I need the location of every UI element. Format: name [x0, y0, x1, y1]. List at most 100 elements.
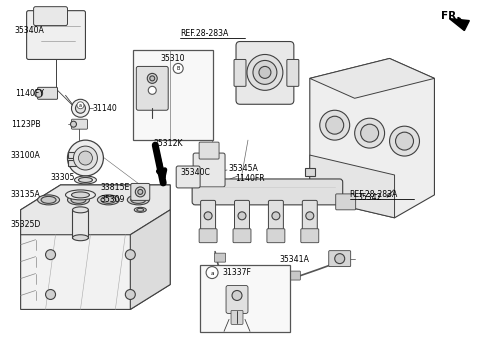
Ellipse shape — [137, 208, 144, 211]
FancyBboxPatch shape — [215, 253, 226, 262]
Bar — [72, 210, 88, 238]
FancyBboxPatch shape — [289, 271, 300, 280]
Ellipse shape — [101, 197, 116, 203]
Text: 35340A: 35340A — [15, 26, 45, 35]
FancyBboxPatch shape — [231, 310, 243, 324]
Circle shape — [72, 99, 89, 117]
Polygon shape — [130, 210, 170, 309]
Polygon shape — [449, 19, 469, 31]
Circle shape — [71, 121, 76, 127]
Circle shape — [396, 132, 413, 150]
Text: 33135A: 33135A — [11, 190, 40, 199]
Circle shape — [326, 116, 344, 134]
FancyBboxPatch shape — [336, 194, 356, 210]
FancyBboxPatch shape — [329, 251, 351, 267]
FancyBboxPatch shape — [131, 184, 150, 200]
Circle shape — [259, 66, 271, 79]
Circle shape — [35, 89, 43, 97]
Bar — [200, 265, 290, 332]
Bar — [69, 160, 76, 166]
Circle shape — [125, 250, 135, 260]
FancyBboxPatch shape — [234, 59, 246, 86]
Circle shape — [232, 290, 242, 301]
Ellipse shape — [134, 207, 146, 212]
Circle shape — [306, 212, 314, 220]
Bar — [133, 51, 213, 140]
Text: 33815E: 33815E — [100, 183, 130, 192]
Text: 35309: 35309 — [100, 195, 125, 204]
FancyBboxPatch shape — [176, 166, 200, 188]
FancyBboxPatch shape — [249, 281, 260, 290]
Circle shape — [150, 76, 155, 81]
Bar — [305, 204, 315, 212]
Circle shape — [77, 102, 84, 109]
Text: a: a — [210, 271, 214, 276]
Circle shape — [253, 61, 277, 84]
FancyBboxPatch shape — [199, 142, 219, 159]
Ellipse shape — [37, 195, 60, 205]
Ellipse shape — [72, 192, 89, 198]
Ellipse shape — [127, 195, 149, 205]
Text: REF.28-283A: REF.28-283A — [350, 190, 398, 199]
FancyBboxPatch shape — [233, 229, 251, 243]
Ellipse shape — [97, 195, 120, 205]
Text: a: a — [79, 103, 82, 108]
Polygon shape — [310, 58, 434, 98]
Circle shape — [125, 289, 135, 300]
Ellipse shape — [74, 176, 96, 184]
Circle shape — [75, 103, 85, 113]
Bar — [69, 152, 76, 158]
Circle shape — [320, 110, 350, 140]
Bar — [305, 168, 315, 176]
FancyBboxPatch shape — [201, 200, 216, 231]
Circle shape — [78, 151, 93, 165]
Text: 35342: 35342 — [358, 193, 382, 202]
Text: 1140FY: 1140FY — [15, 89, 44, 98]
FancyBboxPatch shape — [235, 200, 250, 231]
Circle shape — [73, 146, 97, 170]
Circle shape — [46, 250, 56, 260]
FancyBboxPatch shape — [193, 153, 225, 187]
FancyBboxPatch shape — [136, 66, 168, 110]
Ellipse shape — [68, 195, 89, 205]
FancyBboxPatch shape — [302, 200, 317, 231]
Circle shape — [272, 212, 280, 220]
FancyBboxPatch shape — [267, 229, 285, 243]
FancyBboxPatch shape — [226, 286, 248, 313]
Ellipse shape — [72, 235, 88, 241]
Text: 31337F: 31337F — [222, 268, 251, 277]
Text: 31140: 31140 — [93, 104, 117, 113]
Ellipse shape — [65, 190, 96, 200]
Ellipse shape — [71, 197, 86, 203]
Text: 35345A: 35345A — [228, 164, 258, 172]
Circle shape — [138, 189, 143, 194]
Text: 35310: 35310 — [160, 54, 185, 63]
FancyBboxPatch shape — [236, 41, 294, 104]
Text: 35325D: 35325D — [11, 220, 41, 229]
Circle shape — [335, 254, 345, 264]
Circle shape — [46, 289, 56, 300]
FancyBboxPatch shape — [199, 229, 217, 243]
FancyBboxPatch shape — [37, 87, 58, 99]
Ellipse shape — [78, 177, 93, 183]
FancyBboxPatch shape — [72, 119, 87, 129]
Circle shape — [355, 118, 384, 148]
Circle shape — [173, 64, 183, 73]
Circle shape — [247, 54, 283, 90]
Ellipse shape — [72, 207, 88, 213]
FancyBboxPatch shape — [26, 11, 85, 59]
FancyBboxPatch shape — [301, 229, 319, 243]
Text: 35341A: 35341A — [280, 255, 310, 264]
Text: REF.28-283A: REF.28-283A — [180, 29, 228, 38]
Polygon shape — [21, 185, 170, 309]
FancyBboxPatch shape — [287, 59, 299, 86]
Text: 1123PB: 1123PB — [11, 120, 40, 129]
Circle shape — [148, 86, 156, 94]
Circle shape — [390, 126, 420, 156]
Text: 33100A: 33100A — [11, 151, 40, 159]
Text: 35312K: 35312K — [153, 139, 183, 148]
Polygon shape — [310, 58, 434, 218]
FancyBboxPatch shape — [268, 200, 283, 231]
Text: 35340C: 35340C — [180, 169, 210, 177]
FancyBboxPatch shape — [34, 7, 68, 26]
